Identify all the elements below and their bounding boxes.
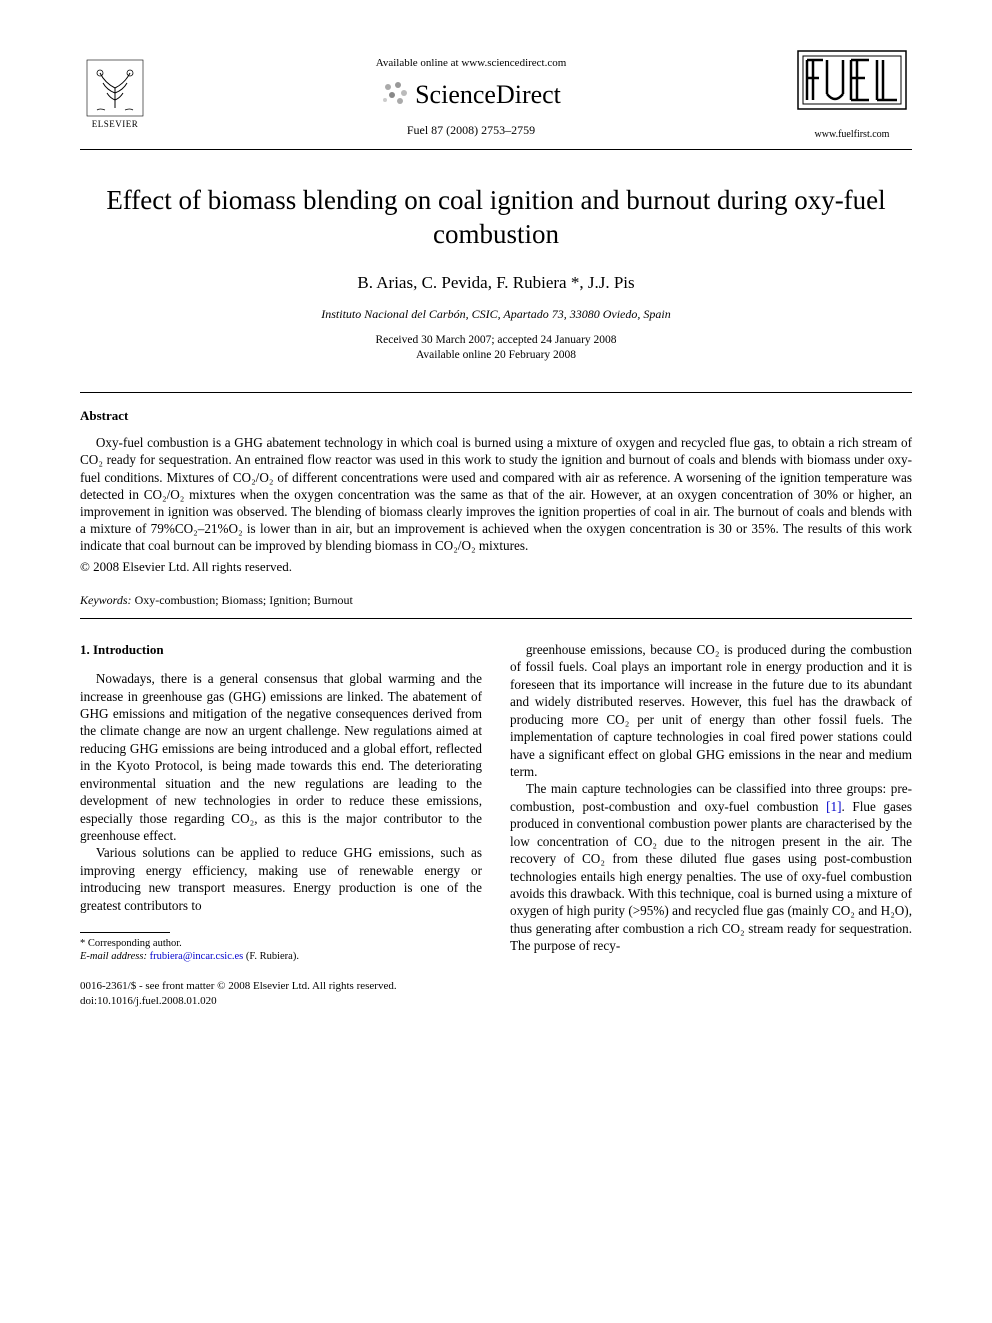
- header-rule: [80, 149, 912, 150]
- sciencedirect-logo: ScienceDirect: [381, 77, 561, 112]
- abstract-top-rule: [80, 392, 912, 393]
- header-center: Available online at www.sciencedirect.co…: [150, 50, 792, 138]
- footnote-corresponding: * Corresponding author.: [80, 937, 482, 950]
- abstract-body: Oxy-fuel combustion is a GHG abatement t…: [80, 434, 912, 554]
- publisher-name: ELSEVIER: [92, 118, 139, 130]
- intro-para-4: The main capture technologies can be cla…: [510, 780, 912, 954]
- body-columns: 1. Introduction Nowadays, there is a gen…: [80, 641, 912, 963]
- section-heading-intro: 1. Introduction: [80, 641, 482, 658]
- abstract-copyright: © 2008 Elsevier Ltd. All rights reserved…: [80, 558, 912, 576]
- keywords-items: Oxy-combustion; Biomass; Ignition; Burno…: [135, 593, 353, 607]
- platform-name: ScienceDirect: [415, 77, 561, 112]
- dates-received: Received 30 March 2007; accepted 24 Janu…: [375, 334, 616, 346]
- keywords-line: Keywords: Oxy-combustion; Biomass; Ignit…: [80, 592, 912, 608]
- journal-logo-block: www.fuelfirst.com: [792, 50, 912, 141]
- front-matter-line: 0016-2361/$ - see front matter © 2008 El…: [80, 979, 912, 993]
- intro-para-4b: . Flue gases produced in conventional co…: [510, 799, 912, 953]
- intro-para-3: greenhouse emissions, because CO₂ is pro…: [510, 641, 912, 780]
- footnote-email-label: E-mail address:: [80, 951, 147, 962]
- sciencedirect-dots-icon: [381, 82, 409, 106]
- abstract-heading: Abstract: [80, 407, 912, 425]
- article-title: Effect of biomass blending on coal ignit…: [80, 184, 912, 252]
- dates-online: Available online 20 February 2008: [416, 349, 576, 361]
- available-online-line: Available online at www.sciencedirect.co…: [150, 56, 792, 71]
- abstract-bottom-rule: [80, 618, 912, 619]
- intro-para-2: Various solutions can be applied to redu…: [80, 844, 482, 914]
- footnote-block: * Corresponding author. E-mail address: …: [80, 937, 482, 963]
- doi-line: doi:10.1016/j.fuel.2008.01.020: [80, 994, 912, 1008]
- intro-para-1: Nowadays, there is a general consensus t…: [80, 670, 482, 844]
- footnote-email-link[interactable]: frubiera@incar.csic.es: [150, 951, 244, 962]
- keywords-label: Keywords:: [80, 593, 132, 607]
- citation-line: Fuel 87 (2008) 2753–2759: [150, 122, 792, 138]
- citation-link-1[interactable]: [1]: [826, 799, 841, 814]
- authors-line: B. Arias, C. Pevida, F. Rubiera *, J.J. …: [80, 272, 912, 295]
- journal-url[interactable]: www.fuelfirst.com: [792, 128, 912, 142]
- elsevier-logo: ELSEVIER: [80, 50, 150, 130]
- header-row: ELSEVIER Available online at www.science…: [80, 50, 912, 141]
- fuel-logo-icon: [797, 50, 907, 120]
- footnote-rule: [80, 932, 170, 933]
- affiliation-line: Instituto Nacional del Carbón, CSIC, Apa…: [80, 306, 912, 322]
- footnote-email-name: (F. Rubiera).: [246, 951, 299, 962]
- elsevier-tree-icon: [85, 58, 145, 118]
- dates-block: Received 30 March 2007; accepted 24 Janu…: [80, 333, 912, 364]
- footnote-email-line: E-mail address: frubiera@incar.csic.es (…: [80, 950, 482, 963]
- bottom-matter: 0016-2361/$ - see front matter © 2008 El…: [80, 979, 912, 1008]
